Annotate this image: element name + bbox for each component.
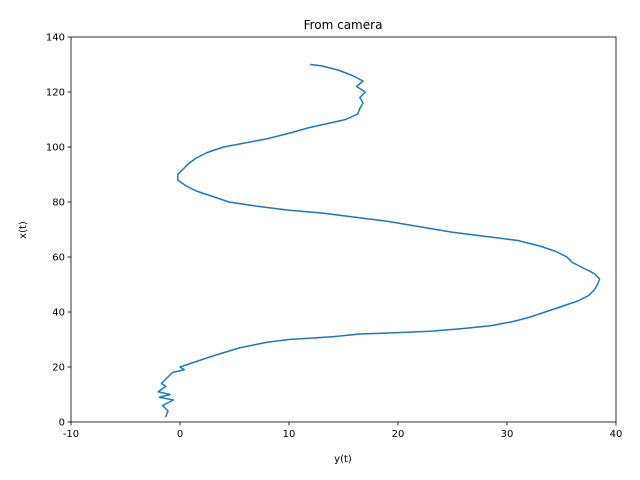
x-tick-label: 40 (610, 429, 623, 440)
y-tick-label: 0 (59, 418, 65, 429)
x-tick-label: -10 (63, 429, 79, 440)
x-axis-label: y(t) (334, 454, 352, 465)
x-tick-label: 30 (501, 429, 514, 440)
y-tick-label: 120 (46, 88, 65, 99)
x-tick-label: 20 (392, 429, 405, 440)
y-tick-label: 20 (52, 363, 65, 374)
y-tick-label: 80 (52, 198, 65, 209)
chart-title: From camera (304, 18, 383, 32)
plot-frame (70, 36, 617, 423)
y-tick-label: 60 (52, 253, 65, 264)
x-tick-label: 10 (283, 429, 296, 440)
series-line-1 (157, 63, 601, 418)
y-tick-label: 40 (52, 308, 65, 319)
x-tick-label: 0 (177, 429, 183, 440)
y-tick-label: 140 (46, 33, 65, 44)
y-axis-label: x(t) (18, 221, 29, 239)
y-tick-label: 100 (46, 143, 65, 154)
plot-area (157, 63, 601, 418)
